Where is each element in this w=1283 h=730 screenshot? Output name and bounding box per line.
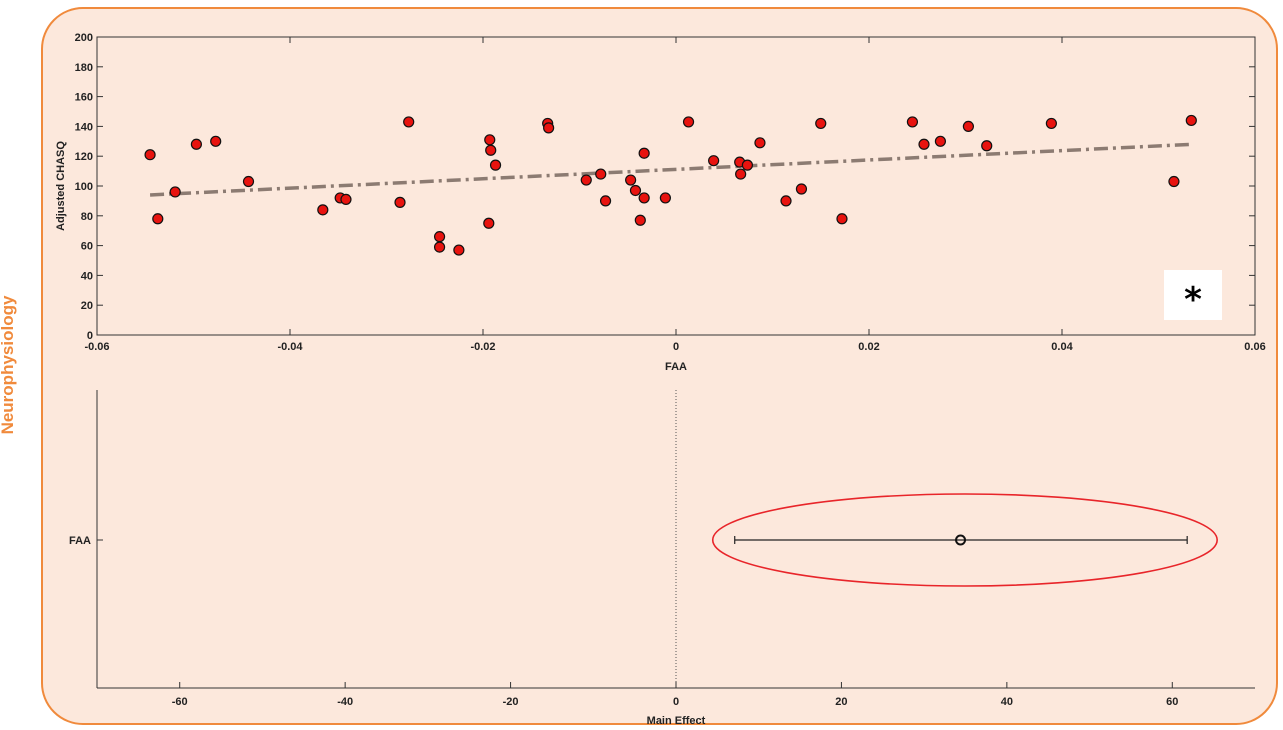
data-point bbox=[599, 195, 612, 207]
data-point bbox=[210, 135, 222, 147]
effect-x-tick-label: 40 bbox=[1001, 696, 1013, 708]
scatter-ticks: -0.06 -0.04 -0.02 0 0.02 0.04 0.06 0 20 40 60 80 100… bbox=[75, 32, 1266, 353]
y-tick-label: 80 bbox=[81, 211, 93, 223]
data-point bbox=[169, 186, 181, 198]
significance-star: * bbox=[1184, 280, 1202, 320]
data-point bbox=[659, 192, 671, 204]
data-point bbox=[918, 138, 930, 150]
data-point bbox=[629, 184, 642, 197]
data-point bbox=[1185, 114, 1197, 127]
data-point bbox=[634, 214, 646, 226]
data-point bbox=[708, 155, 720, 167]
y-tick-label: 100 bbox=[75, 181, 93, 193]
effect-category-label: FAA bbox=[69, 535, 91, 547]
data-point bbox=[543, 122, 555, 134]
data-point bbox=[638, 192, 650, 204]
data-point bbox=[981, 140, 993, 152]
effect-x-tick-label: 20 bbox=[835, 696, 847, 708]
data-point bbox=[595, 168, 607, 180]
trend-line bbox=[149, 142, 1193, 197]
content-panel bbox=[41, 7, 1278, 725]
scatter-points bbox=[144, 114, 1197, 256]
data-point bbox=[754, 137, 766, 149]
data-point bbox=[836, 213, 848, 225]
data-point bbox=[485, 144, 497, 156]
data-point bbox=[433, 241, 446, 253]
y-tick-label: 160 bbox=[75, 92, 93, 104]
data-point bbox=[682, 116, 695, 128]
data-point bbox=[317, 204, 329, 216]
effect-x-tick-label: -60 bbox=[172, 696, 188, 708]
data-point bbox=[625, 174, 637, 186]
data-point bbox=[403, 116, 415, 128]
data-point bbox=[962, 120, 974, 133]
effect-x-tick-label: -20 bbox=[503, 696, 519, 708]
data-point bbox=[638, 147, 650, 159]
data-point bbox=[483, 217, 495, 229]
confidence-interval-bar bbox=[734, 536, 1188, 544]
data-point bbox=[152, 213, 164, 225]
scatter-y-axis-label: Adjusted CHASQ bbox=[55, 141, 67, 231]
effect-x-axis-label: Main Effect bbox=[647, 715, 706, 727]
y-tick-label: 40 bbox=[81, 270, 93, 282]
data-point bbox=[144, 149, 156, 161]
y-tick-label: 200 bbox=[75, 32, 93, 44]
x-tick-label: 0 bbox=[673, 341, 679, 353]
y-tick-label: 120 bbox=[75, 151, 93, 163]
x-tick-label: 0.06 bbox=[1244, 341, 1265, 353]
significance-box bbox=[1164, 270, 1222, 320]
data-point bbox=[340, 193, 352, 206]
effect-x-tick-label: 0 bbox=[673, 696, 679, 708]
data-point bbox=[1045, 117, 1057, 130]
effect-ticks: -60 -40 -20 0 20 40 60 bbox=[96, 390, 1255, 708]
data-point bbox=[906, 116, 919, 128]
effect-estimate-point bbox=[955, 534, 967, 546]
x-tick-label: -0.06 bbox=[84, 341, 109, 353]
data-point bbox=[815, 117, 827, 130]
y-tick-label: 0 bbox=[87, 330, 93, 342]
data-point bbox=[580, 174, 592, 186]
data-point bbox=[453, 244, 465, 256]
highlight-ellipse bbox=[711, 493, 1218, 587]
data-point bbox=[1168, 175, 1180, 188]
y-tick-label: 20 bbox=[81, 300, 93, 312]
x-tick-label: -0.02 bbox=[470, 341, 495, 353]
faa-scatter-plot: -0.06 -0.04 -0.02 0 0.02 0.04 0.06 0 20 40 60 80 100… bbox=[55, 32, 1266, 373]
scatter-plot-area bbox=[96, 36, 1256, 336]
data-point bbox=[484, 134, 496, 146]
data-point bbox=[242, 175, 255, 188]
data-point bbox=[741, 159, 754, 171]
data-point bbox=[489, 159, 502, 171]
scatter-x-axis-label: FAA bbox=[665, 361, 687, 373]
effect-plot-area bbox=[97, 390, 1255, 688]
data-point bbox=[433, 231, 446, 243]
effect-x-tick-label: 60 bbox=[1166, 696, 1178, 708]
effect-x-tick-label: -40 bbox=[337, 696, 353, 708]
data-point bbox=[934, 135, 947, 147]
data-point bbox=[780, 195, 792, 207]
data-point bbox=[394, 196, 406, 208]
y-tick-label: 140 bbox=[75, 121, 93, 133]
x-tick-label: -0.04 bbox=[277, 341, 303, 353]
main-effect-plot: -60 -40 -20 0 20 40 60 FAA Main Effect bbox=[69, 390, 1255, 727]
y-tick-label: 60 bbox=[81, 241, 93, 253]
y-tick-label: 180 bbox=[75, 62, 93, 74]
data-point bbox=[190, 138, 202, 150]
x-tick-label: 0.02 bbox=[858, 341, 879, 353]
data-point bbox=[735, 168, 747, 180]
x-tick-label: 0.04 bbox=[1051, 341, 1073, 353]
data-point bbox=[795, 183, 808, 195]
